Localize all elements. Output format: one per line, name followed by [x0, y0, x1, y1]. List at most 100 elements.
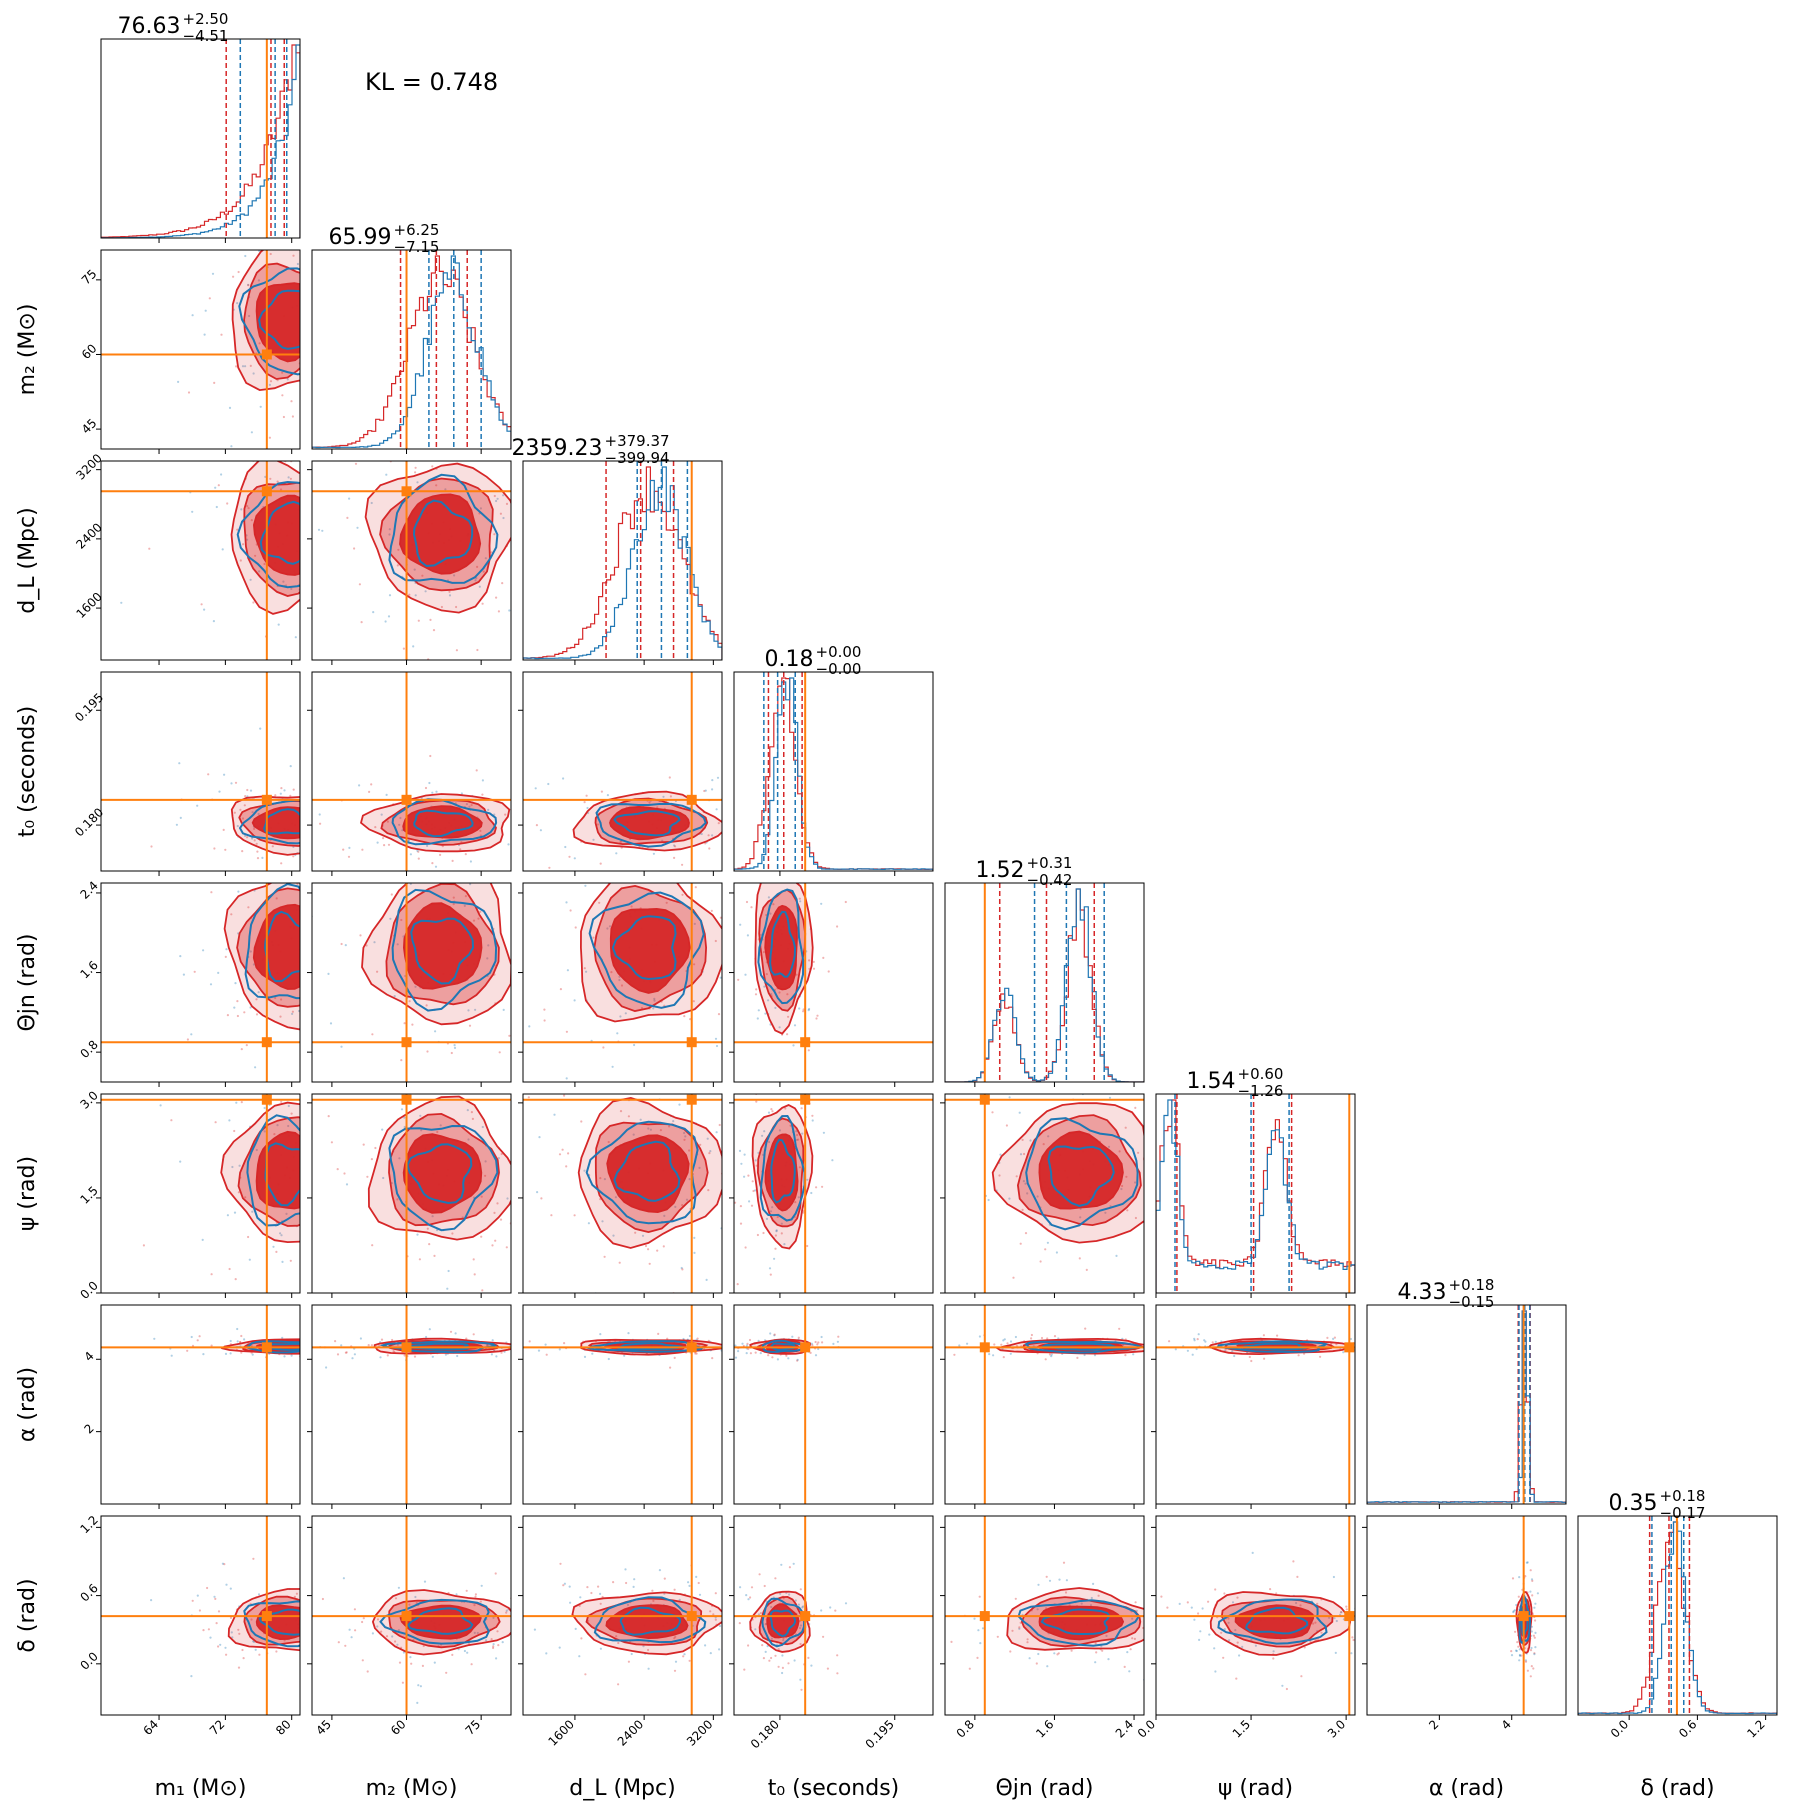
sample-point [617, 1683, 620, 1686]
sample-point [981, 1627, 985, 1630]
sample-point [1024, 1182, 1027, 1185]
sample-point [649, 856, 651, 858]
sample-point [1047, 1135, 1050, 1138]
sample-point [548, 1343, 550, 1345]
sample-point [1285, 1687, 1288, 1691]
sample-point [797, 1336, 800, 1339]
sample-point [487, 944, 490, 947]
sample-point [309, 1012, 311, 1014]
sample-point [1153, 1628, 1155, 1630]
sample-point [1529, 1590, 1532, 1593]
sample-point [1208, 1633, 1211, 1636]
sample-point [292, 254, 295, 257]
sample-point [278, 1089, 280, 1091]
sample-point [348, 497, 351, 500]
sample-point [394, 1640, 397, 1643]
sample-point [771, 1110, 774, 1113]
y-tick-label: 1.6 [77, 958, 100, 981]
sample-point [534, 1609, 536, 1611]
sample-point [1529, 1675, 1532, 1678]
sample-point [396, 943, 399, 946]
sample-point [988, 1353, 991, 1356]
contour-panel-theta-alpha [940, 1304, 1145, 1509]
sample-point [180, 866, 182, 868]
sample-point [294, 636, 297, 639]
sample-point [481, 779, 484, 782]
panel-frame [1366, 1515, 1567, 1716]
sample-point [1193, 1618, 1196, 1621]
sample-point [264, 1321, 266, 1323]
sample-point [990, 1296, 992, 1298]
sample-point [727, 1065, 729, 1067]
sample-point [796, 1358, 799, 1361]
sample-point [574, 926, 577, 929]
sample-point [356, 274, 358, 276]
sample-point [1062, 1561, 1066, 1564]
sample-point [237, 397, 239, 399]
sample-point [232, 275, 235, 278]
sample-point [1044, 1358, 1047, 1361]
sample-point [673, 856, 676, 860]
sample-point [731, 1340, 733, 1342]
sample-point [1309, 1640, 1312, 1643]
sample-point [380, 1338, 384, 1341]
sample-point [305, 1035, 307, 1037]
sample-point [305, 1334, 307, 1336]
sample-point [213, 1595, 216, 1598]
sample-point [973, 1617, 976, 1620]
sample-point [220, 333, 223, 336]
sample-point [315, 1209, 317, 1211]
sample-point [303, 479, 305, 481]
sample-point [769, 1210, 773, 1213]
x-axis-label-m2: m₂ (M⊙) [366, 1776, 458, 1801]
sample-point [242, 543, 245, 546]
sample-point [444, 488, 447, 491]
sample-point [1314, 1621, 1317, 1624]
sample-point [700, 832, 703, 836]
sample-point [744, 1246, 747, 1249]
sample-point [196, 1594, 199, 1597]
truth-marker [686, 1611, 697, 1622]
sample-point [770, 1656, 773, 1660]
sample-point [1197, 1333, 1200, 1336]
sample-point [716, 776, 720, 779]
sample-point [354, 1073, 356, 1075]
sample-point [251, 1353, 254, 1356]
sample-point [356, 1200, 358, 1202]
sample-point [373, 941, 376, 944]
sample-point [306, 1650, 308, 1652]
x-tick-label: 1.2 [1744, 1717, 1767, 1740]
sample-point [333, 1051, 335, 1053]
sample-point [236, 1000, 239, 1003]
sample-point [1345, 1605, 1348, 1608]
sample-point [348, 1344, 350, 1346]
sample-point [1146, 1596, 1148, 1598]
sample-point [1121, 1184, 1124, 1188]
sample-point [746, 1342, 749, 1345]
sample-point [734, 1344, 737, 1347]
sample-point [1197, 1612, 1200, 1615]
sample-point [332, 325, 334, 327]
sample-point [1515, 1649, 1518, 1652]
sample-point [395, 888, 397, 890]
sample-point [257, 812, 260, 816]
sample-point [234, 982, 237, 985]
sample-point [744, 973, 747, 976]
sample-point [238, 1164, 241, 1167]
sample-point [328, 393, 330, 395]
sample-point [306, 1338, 308, 1340]
sample-point [179, 816, 182, 820]
sample-point [275, 1250, 278, 1253]
sample-point [201, 1238, 204, 1241]
sample-point [326, 544, 328, 546]
sample-point [1149, 1628, 1151, 1630]
sample-point [473, 1631, 476, 1634]
sample-point [314, 600, 316, 602]
sample-point [479, 1600, 482, 1603]
sample-point [781, 1654, 784, 1657]
sample-point [268, 450, 270, 452]
sample-point [774, 1247, 777, 1250]
sample-point [1046, 1241, 1049, 1244]
sample-point [566, 969, 570, 972]
sample-point [435, 484, 438, 487]
